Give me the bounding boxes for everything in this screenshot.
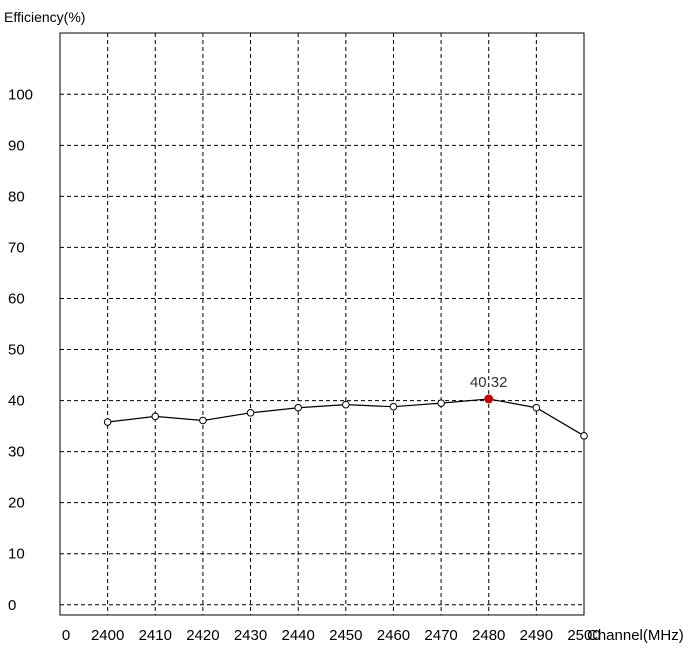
y-tick-10: 10 — [8, 546, 25, 563]
x-tick-2440: 2440 — [281, 627, 314, 644]
grid-lines — [60, 33, 584, 615]
data-point — [199, 416, 207, 425]
data-point — [151, 412, 160, 421]
x-tick-2400: 2400 — [91, 627, 124, 644]
data-point — [580, 432, 588, 440]
y-tick-labels: 0 10 20 30 40 50 60 70 80 90 100 — [8, 86, 33, 614]
x-tick-2420: 2420 — [186, 627, 219, 644]
x-tick-2410: 2410 — [139, 627, 172, 644]
x-axis-label: Channel(MHz) — [587, 627, 684, 644]
data-point — [246, 409, 255, 417]
y-tick-70: 70 — [8, 239, 25, 256]
data-point — [342, 400, 350, 409]
x-tick-2470: 2470 — [424, 627, 457, 644]
data-point — [389, 402, 398, 411]
highlight-point — [484, 394, 494, 404]
data-point — [532, 403, 541, 412]
y-tick-20: 20 — [8, 495, 25, 512]
data-point — [437, 399, 445, 407]
data-point — [103, 418, 112, 426]
y-tick-90: 90 — [8, 137, 25, 154]
y-axis-label: Efficiency(%) — [4, 9, 85, 25]
y-tick-30: 30 — [8, 444, 25, 461]
x-tick-2490: 2490 — [520, 627, 553, 644]
data-point — [294, 403, 302, 412]
y-tick-100: 100 — [8, 86, 33, 103]
y-tick-0: 0 — [8, 597, 16, 614]
highlight-annotation: 40.32 — [470, 374, 508, 391]
x-tick-2430: 2430 — [234, 627, 267, 644]
x-tick-2480: 2480 — [472, 627, 505, 644]
x-tick-2450: 2450 — [329, 627, 362, 644]
y-tick-40: 40 — [8, 393, 25, 410]
x-tick-2460: 2460 — [377, 627, 410, 644]
data-points — [103, 394, 588, 440]
y-tick-60: 60 — [8, 290, 25, 307]
y-tick-50: 50 — [8, 342, 25, 359]
plot-area — [59, 32, 585, 616]
x-tick-0: 0 — [62, 627, 70, 644]
x-tick-labels: 0 2400 2410 2420 2430 2440 2450 2460 2470 2480 249… — [62, 627, 601, 644]
x-tick-2500: 2500 — [567, 627, 600, 644]
y-tick-80: 80 — [8, 188, 25, 205]
